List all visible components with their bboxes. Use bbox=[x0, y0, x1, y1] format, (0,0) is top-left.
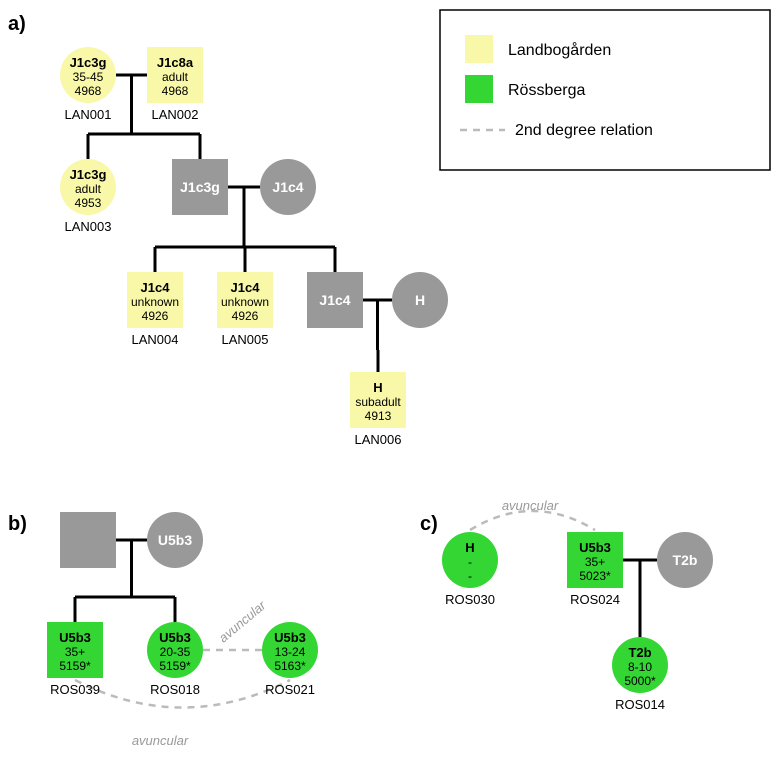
svg-text:J1c8a: J1c8a bbox=[157, 55, 194, 70]
node-ROS018: U5b320-355159* ROS018 bbox=[147, 622, 203, 697]
node-INF_B1 bbox=[60, 512, 116, 568]
node-ROS024: U5b335+5023* ROS024 bbox=[567, 532, 623, 607]
svg-text:4913: 4913 bbox=[365, 409, 392, 423]
svg-text:4926: 4926 bbox=[232, 309, 259, 323]
node-LAN003: J1c3gadult4953 LAN003 bbox=[60, 159, 116, 234]
svg-text:ROS030: ROS030 bbox=[445, 592, 495, 607]
svg-text:5000*: 5000* bbox=[624, 674, 656, 688]
svg-text:ROS021: ROS021 bbox=[265, 682, 315, 697]
svg-text:ROS018: ROS018 bbox=[150, 682, 200, 697]
node-ROS014: T2b8-105000* ROS014 bbox=[612, 637, 668, 712]
svg-text:20-35: 20-35 bbox=[160, 645, 191, 659]
svg-text:H: H bbox=[373, 380, 382, 395]
svg-text:unknown: unknown bbox=[221, 295, 269, 309]
node-INF_C1: T2b bbox=[657, 532, 713, 588]
node-INF_B2: U5b3 bbox=[147, 512, 203, 568]
legend: Landbogården Rössberga 2nd degree relation bbox=[440, 10, 770, 170]
svg-text:b): b) bbox=[8, 513, 27, 535]
node-INF_A1: J1c3g bbox=[172, 159, 228, 215]
svg-text:LAN006: LAN006 bbox=[355, 432, 402, 447]
svg-text:LAN005: LAN005 bbox=[222, 332, 269, 347]
svg-text:U5b3: U5b3 bbox=[274, 630, 306, 645]
svg-text:35-45: 35-45 bbox=[73, 70, 104, 84]
node-LAN004: J1c4unknown4926 LAN004 bbox=[127, 272, 183, 347]
svg-text:adult: adult bbox=[75, 182, 102, 196]
svg-text:U5b3: U5b3 bbox=[579, 540, 611, 555]
pedigree-diagram: avuncularavuncularavuncularJ1c3g35-45496… bbox=[0, 0, 779, 763]
svg-text:LAN002: LAN002 bbox=[152, 107, 199, 122]
svg-text:13-24: 13-24 bbox=[275, 645, 306, 659]
svg-text:2nd degree relation: 2nd degree relation bbox=[515, 122, 653, 139]
svg-text:J1c4: J1c4 bbox=[272, 179, 303, 195]
svg-text:T2b: T2b bbox=[628, 645, 651, 660]
svg-text:H: H bbox=[465, 540, 474, 555]
svg-text:-: - bbox=[468, 569, 472, 583]
svg-text:avuncular: avuncular bbox=[502, 498, 559, 513]
svg-text:subadult: subadult bbox=[355, 395, 401, 409]
svg-text:ROS024: ROS024 bbox=[570, 592, 620, 607]
svg-text:4953: 4953 bbox=[75, 196, 102, 210]
node-LAN006: Hsubadult4913 LAN006 bbox=[350, 372, 406, 447]
svg-text:-: - bbox=[468, 555, 472, 569]
svg-text:J1c3g: J1c3g bbox=[70, 55, 107, 70]
svg-text:unknown: unknown bbox=[131, 295, 179, 309]
node-INF_A4: H bbox=[392, 272, 448, 328]
svg-text:4926: 4926 bbox=[142, 309, 169, 323]
svg-text:4968: 4968 bbox=[162, 84, 189, 98]
node-ROS030: H--ROS030 bbox=[442, 532, 498, 607]
svg-text:Landbogården: Landbogården bbox=[508, 41, 611, 59]
svg-text:35+: 35+ bbox=[65, 645, 85, 659]
node-INF_A3: J1c4 bbox=[307, 272, 363, 328]
node-INF_A2: J1c4 bbox=[260, 159, 316, 215]
svg-text:avuncular: avuncular bbox=[216, 597, 269, 645]
svg-text:LAN004: LAN004 bbox=[132, 332, 179, 347]
svg-text:Rössberga: Rössberga bbox=[508, 82, 585, 99]
svg-text:4968: 4968 bbox=[75, 84, 102, 98]
node-LAN001: J1c3g35-454968 LAN001 bbox=[60, 47, 116, 122]
svg-text:J1c3g: J1c3g bbox=[180, 179, 220, 195]
svg-text:T2b: T2b bbox=[673, 552, 698, 568]
svg-text:J1c4: J1c4 bbox=[141, 280, 171, 295]
svg-text:35+: 35+ bbox=[585, 555, 605, 569]
svg-text:ROS039: ROS039 bbox=[50, 682, 100, 697]
svg-text:5159*: 5159* bbox=[59, 659, 91, 673]
node-LAN005: J1c4unknown4926 LAN005 bbox=[217, 272, 273, 347]
svg-text:avuncular: avuncular bbox=[132, 733, 189, 748]
svg-text:H: H bbox=[415, 292, 425, 308]
svg-text:J1c4: J1c4 bbox=[231, 280, 261, 295]
svg-text:LAN003: LAN003 bbox=[65, 219, 112, 234]
svg-text:U5b3: U5b3 bbox=[59, 630, 91, 645]
svg-text:8-10: 8-10 bbox=[628, 660, 652, 674]
svg-text:ROS014: ROS014 bbox=[615, 697, 665, 712]
svg-text:adult: adult bbox=[162, 70, 189, 84]
svg-text:5159*: 5159* bbox=[159, 659, 191, 673]
svg-text:J1c4: J1c4 bbox=[319, 292, 350, 308]
svg-text:a): a) bbox=[8, 13, 26, 35]
svg-text:LAN001: LAN001 bbox=[65, 107, 112, 122]
svg-text:5023*: 5023* bbox=[579, 569, 611, 583]
svg-text:J1c3g: J1c3g bbox=[70, 167, 107, 182]
svg-text:5163*: 5163* bbox=[274, 659, 306, 673]
node-LAN002: J1c8aadult4968 LAN002 bbox=[147, 47, 203, 122]
svg-text:U5b3: U5b3 bbox=[159, 630, 191, 645]
svg-text:c): c) bbox=[420, 513, 438, 535]
svg-text:U5b3: U5b3 bbox=[158, 532, 192, 548]
node-ROS021: U5b313-245163* ROS021 bbox=[262, 622, 318, 697]
node-ROS039: U5b335+5159* ROS039 bbox=[47, 622, 103, 697]
